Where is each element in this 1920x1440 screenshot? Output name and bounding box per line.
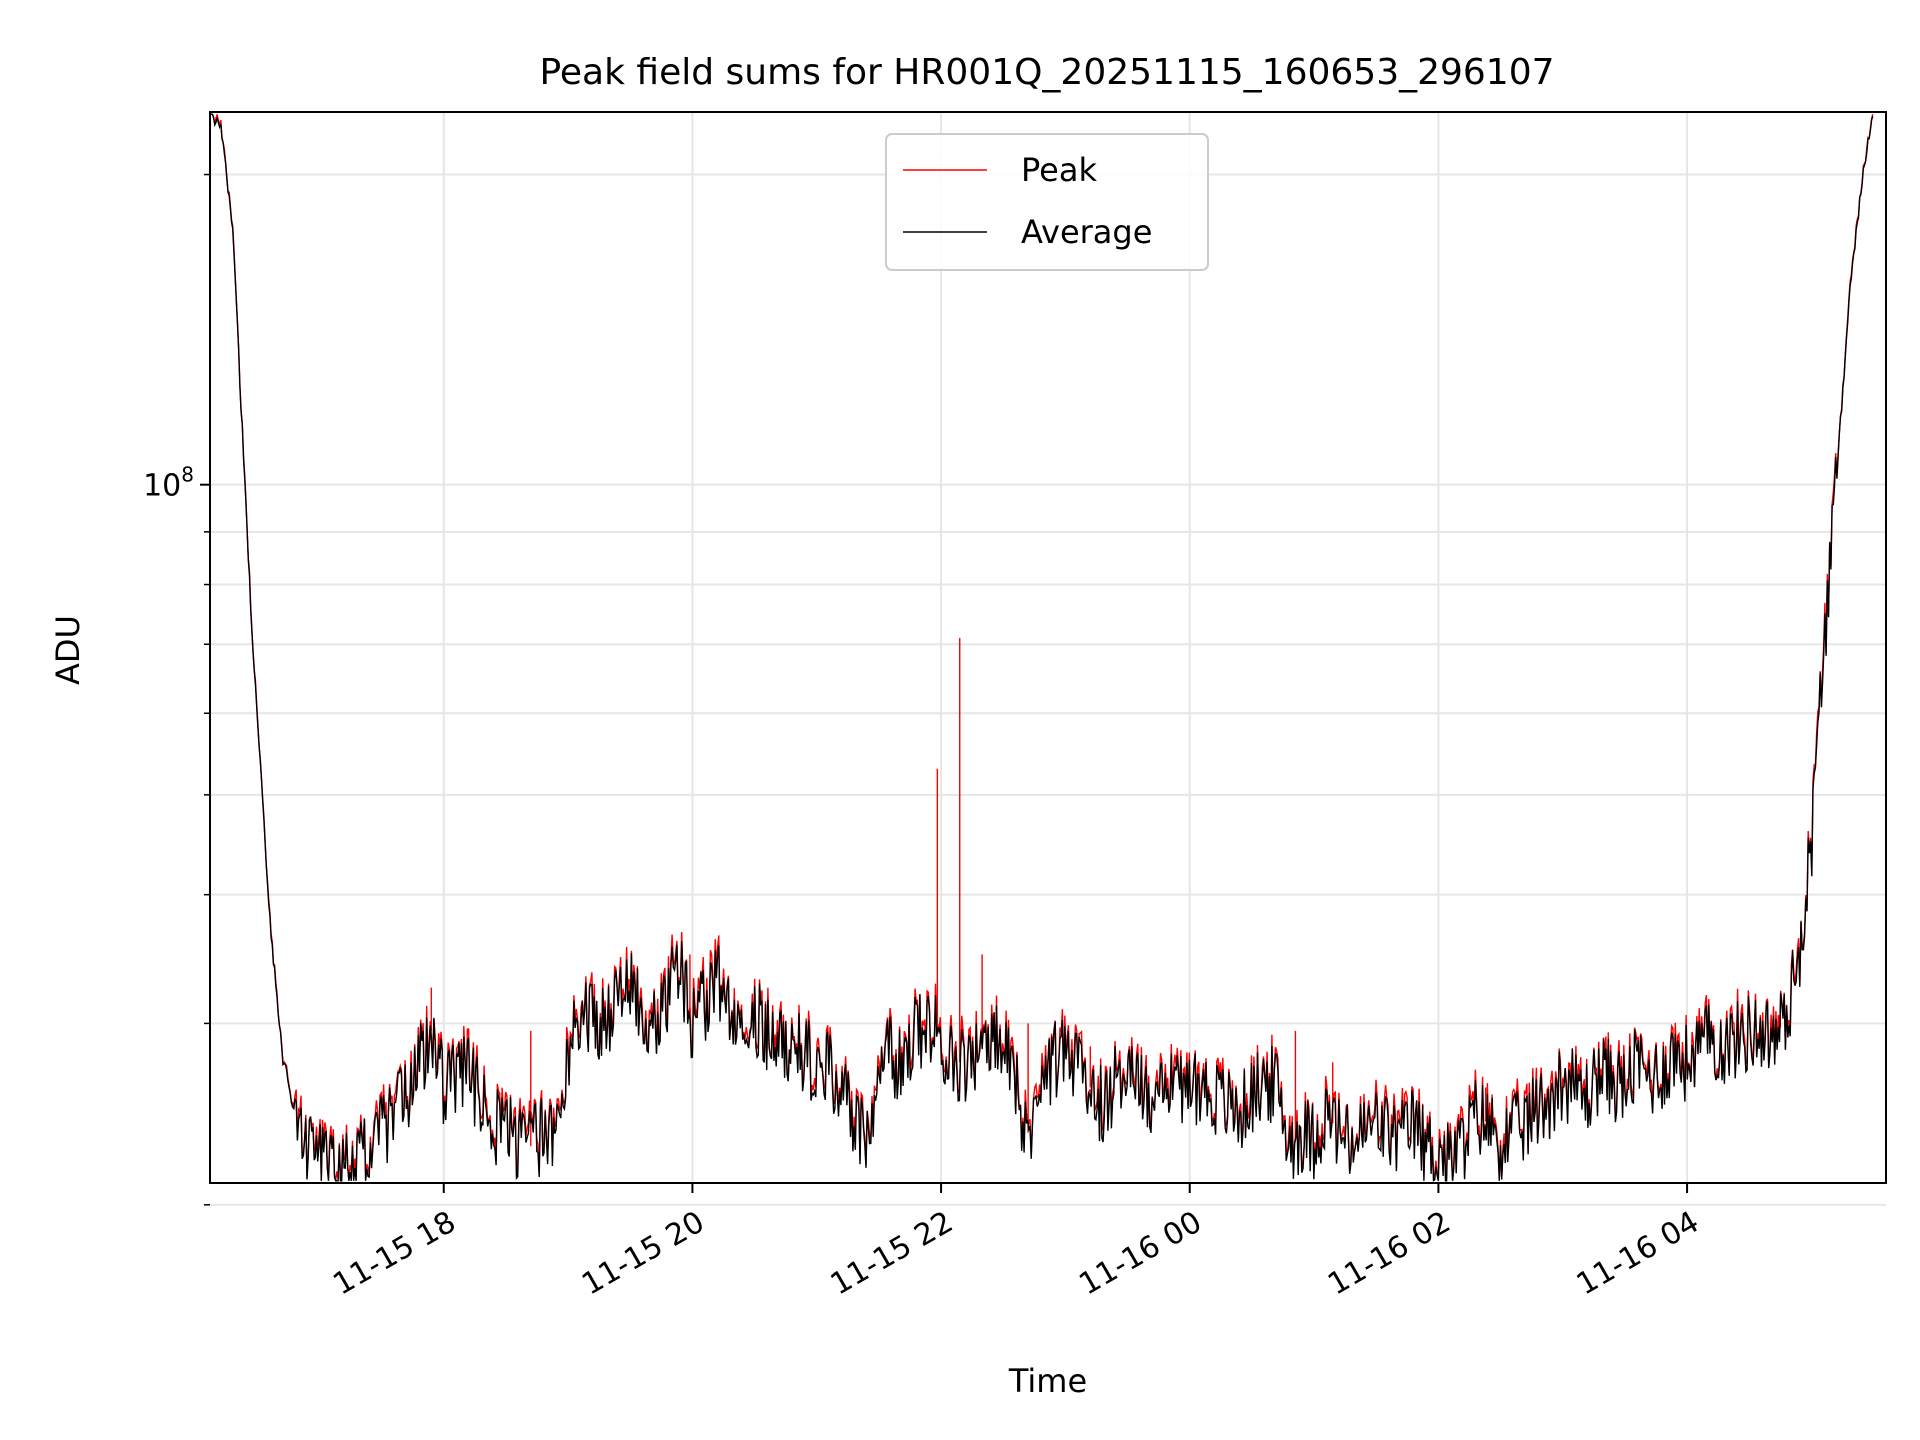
y-tick-label: 108 (143, 463, 194, 504)
y-axis-label: ADU (49, 615, 87, 685)
legend-label-average: Average (1021, 213, 1152, 251)
plot-area-frame (209, 111, 1887, 1184)
series-line-average (209, 113, 1874, 1182)
grid (210, 112, 1886, 1206)
chart-title: Peak field sums for HR001Q_20251115_1606… (539, 52, 1554, 93)
legend-box (885, 133, 1209, 271)
series-layer (209, 113, 1874, 1182)
x-axis-label: Time (1008, 1362, 1087, 1400)
legend: Peak Average (885, 133, 1209, 271)
legend-label-peak: Peak (1021, 151, 1097, 189)
